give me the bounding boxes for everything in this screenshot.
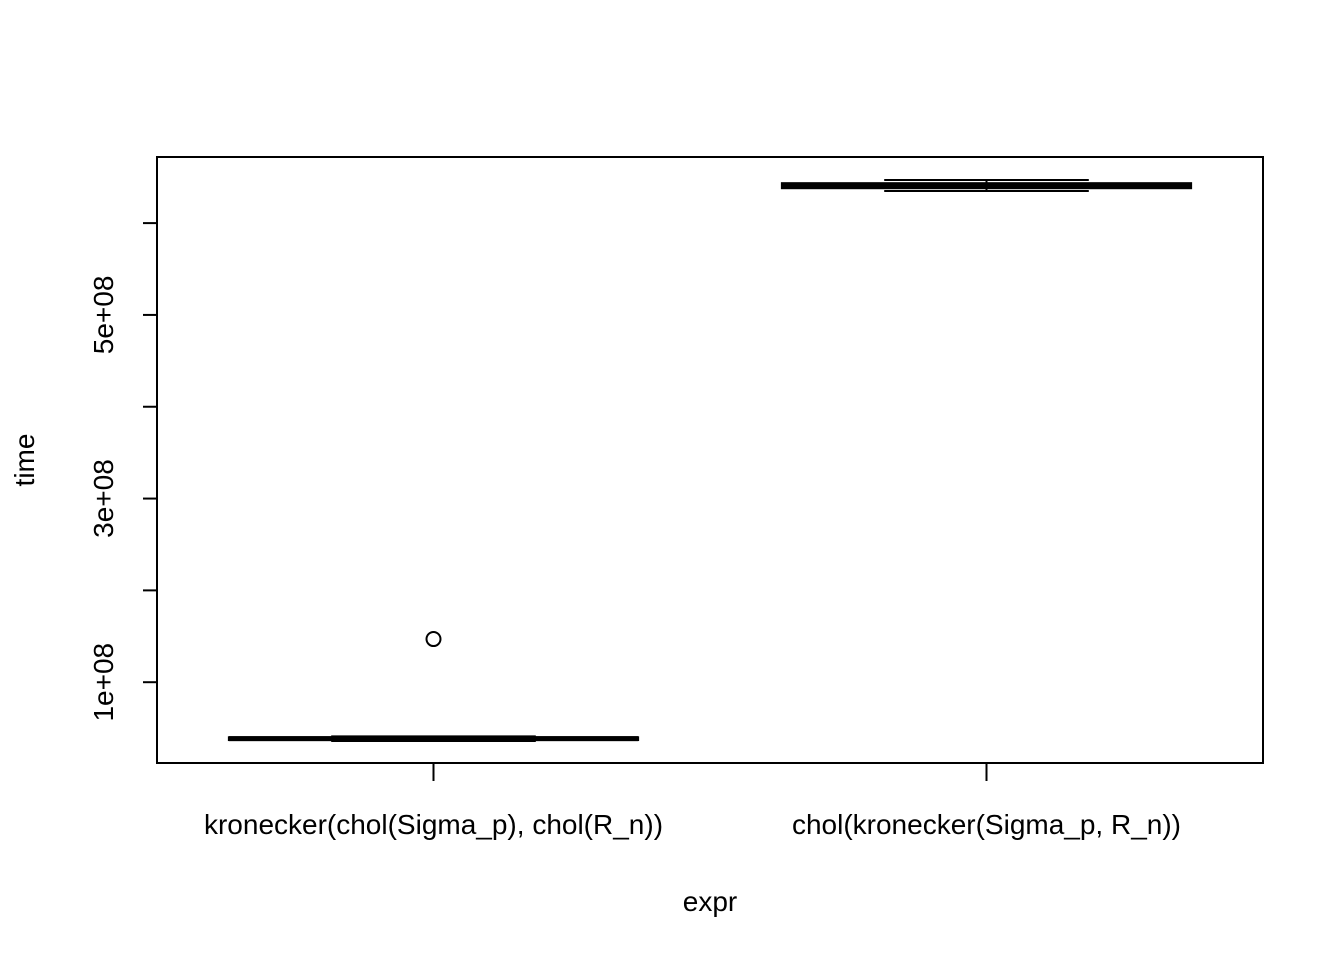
y-tick-label: 5e+08: [88, 276, 119, 355]
y-axis-title: time: [9, 434, 40, 487]
y-tick-label: 1e+08: [88, 643, 119, 722]
x-axis: kronecker(chol(Sigma_p), chol(R_n)) chol(…: [204, 763, 1181, 840]
plot-frame: [156, 156, 1264, 764]
y-axis: 1e+08 3e+08 5e+08: [88, 222, 157, 722]
box-group: [227, 631, 640, 742]
x-axis-title: expr: [683, 886, 737, 917]
boxes: [227, 178, 1193, 742]
box-group: [780, 178, 1193, 192]
x-tick-label: chol(kronecker(Sigma_p, R_n)): [792, 809, 1181, 840]
x-tick-label: kronecker(chol(Sigma_p), chol(R_n)): [204, 809, 663, 840]
y-tick-label: 3e+08: [88, 459, 119, 538]
outlier-point: [425, 631, 442, 648]
